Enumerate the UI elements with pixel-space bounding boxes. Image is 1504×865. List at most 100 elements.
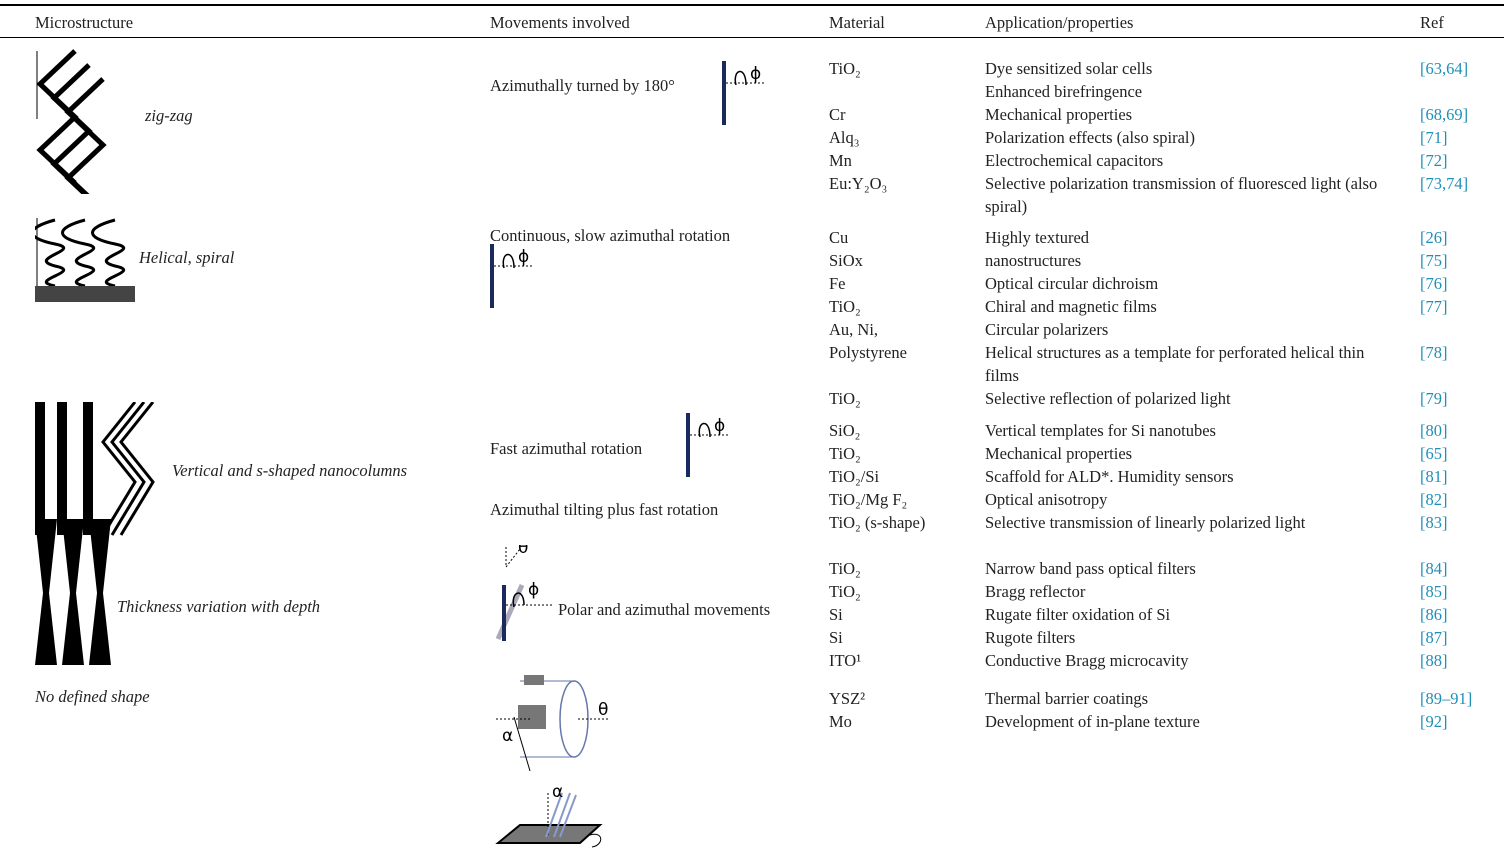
material: SiOx <box>829 251 863 270</box>
table-row: Mo Development of in-plane texture [92] <box>829 710 1499 733</box>
symbol: ϕ <box>714 416 725 436</box>
material: TiO₂ <box>829 389 861 408</box>
material: TiO₂ <box>829 444 861 463</box>
material: SiO₂ <box>829 421 861 440</box>
symbol: θ <box>598 700 608 720</box>
row-group: zig-zag Azimuthally turned by 180° ϕ TiO… <box>0 45 1504 216</box>
ref: [26] <box>1420 228 1448 247</box>
application: Mechanical properties <box>985 444 1133 463</box>
application: Rugate filter oxidation of Si <box>985 605 1171 624</box>
ref: [79] <box>1420 389 1448 408</box>
ref: [73,74] <box>1420 174 1469 193</box>
application: Optical anisotropy <box>985 490 1108 509</box>
microstructure-label: zig-zag <box>145 106 193 125</box>
microstructure-label: Vertical and s-shaped nanocolumns <box>172 461 408 480</box>
table-row: YSZ² Thermal barrier coatings [89–91] <box>829 687 1499 710</box>
material <box>829 80 985 103</box>
material: Au, Ni, <box>829 320 879 339</box>
microstructure: No defined shape <box>35 675 485 865</box>
entries: TiO₂ Dye sensitized solar cells [63,64] Enh… <box>829 57 1499 218</box>
application: Development of in-plane texture <box>985 712 1200 731</box>
movements: θ ϕ Polar and azimuthal movements <box>490 545 820 675</box>
row-group: No defined shape θ α α YSZ² Thermal barrie… <box>0 675 1504 865</box>
table-row: SiO₂ Vertical templates for Si nanotubes [… <box>829 419 1499 442</box>
row-group: Vertical and s-shaped nanocolumns Fast a… <box>0 402 1504 545</box>
table-row: Au, Ni, Circular polarizers <box>829 318 1499 341</box>
material: YSZ² <box>829 689 866 708</box>
microstructure-label: Thickness variation with depth <box>117 597 321 616</box>
ref: [71] <box>1420 128 1448 147</box>
hourglass-image <box>35 519 111 665</box>
application: Electrochemical capacitors <box>985 151 1164 170</box>
table-row: Cu Highly textured [26] <box>829 226 1499 249</box>
table-row: ITO¹ Conductive Bragg microcavity [88] <box>829 649 1499 672</box>
application: Selective polarization transmission of f… <box>985 174 1378 216</box>
movements: Fast azimuthal rotation ϕ Azimuthal tilt… <box>490 407 820 545</box>
ref: [82] <box>1420 490 1448 509</box>
table-row: TiO₂ (s-shape) Selective transmission of … <box>829 511 1499 534</box>
material: TiO₂ (s-shape) <box>829 513 926 532</box>
material: Cu <box>829 228 849 247</box>
ref: [63,64] <box>1420 59 1469 78</box>
ref: [72] <box>1420 151 1448 170</box>
row-group: Thickness variation with depth θ ϕ Polar… <box>0 519 1504 675</box>
application: Dye sensitized solar cells <box>985 59 1153 78</box>
application: Enhanced birefringence <box>985 82 1143 101</box>
header-cell: Application/properties <box>985 13 1134 32</box>
application: Polarization effects (also spiral) <box>985 128 1195 147</box>
ref: [76] <box>1420 274 1448 293</box>
ref: [78] <box>1420 343 1448 362</box>
application: Vertical templates for Si nanotubes <box>985 421 1216 440</box>
symbol: ϕ <box>518 247 529 267</box>
application: Rugote filters <box>985 628 1076 647</box>
application: Narrow band pass optical filters <box>985 559 1196 578</box>
ref: [88] <box>1420 651 1448 670</box>
helix-image <box>35 218 135 302</box>
movements: Continuous, slow azimuthal rotation ϕ <box>490 214 820 407</box>
header-cell: Ref <box>1420 13 1444 32</box>
ref: [81] <box>1420 467 1448 486</box>
material: TiO₂ <box>829 297 861 316</box>
row-group: Helical, spiral Continuous, slow azimuth… <box>0 214 1504 408</box>
movement-text: Fast azimuthal rotation <box>490 439 643 458</box>
symbol: α <box>552 782 563 802</box>
microstructure-label: No defined shape <box>35 687 150 706</box>
material: Alq₃ <box>829 128 860 147</box>
table-row: TiO₂ Bragg reflector [85] <box>829 580 1499 603</box>
material: TiO₂ <box>829 582 861 601</box>
symbol: ϕ <box>528 580 539 600</box>
table-row: TiO₂ Chiral and magnetic films [77] <box>829 295 1499 318</box>
entries: SiO₂ Vertical templates for Si nanotubes [… <box>829 419 1499 534</box>
material: Mn <box>829 151 852 170</box>
material: Fe <box>829 274 846 293</box>
table-row: Enhanced birefringence <box>829 80 1499 103</box>
rotation-icon: ϕ <box>490 244 534 308</box>
ref: [87] <box>1420 628 1448 647</box>
columns-image <box>35 402 155 536</box>
movements: θ α α <box>490 675 820 865</box>
table-row: Eu:Y₂O₃ Selective polarization transmissi… <box>829 172 1499 218</box>
header-cell: Movements involved <box>490 13 630 32</box>
top-rule <box>0 4 1504 6</box>
application: Selective transmission of linearly polar… <box>985 513 1306 532</box>
tilt-icons: θ α α <box>495 675 610 848</box>
ref: [75] <box>1420 251 1448 270</box>
application: Chiral and magnetic films <box>985 297 1157 316</box>
material: TiO₂/Mg F₂ <box>829 490 908 509</box>
application: Circular polarizers <box>985 320 1109 339</box>
rotation-icon: ϕ <box>686 413 730 477</box>
material: Eu:Y₂O₃ <box>829 174 888 193</box>
microstructure: Thickness variation with depth <box>35 519 485 675</box>
table-row: TiO₂ Dye sensitized solar cells [63,64] <box>829 57 1499 80</box>
ref: [89–91] <box>1420 689 1473 708</box>
ref: [86] <box>1420 605 1448 624</box>
ref: [65] <box>1420 444 1448 463</box>
ref: [68,69] <box>1420 105 1469 124</box>
material: TiO₂/Si <box>829 467 880 486</box>
ref: [80] <box>1420 421 1448 440</box>
application: Highly textured <box>985 228 1090 247</box>
table-row: TiO₂/Mg F₂ Optical anisotropy [82] <box>829 488 1499 511</box>
table-row: TiO₂ Narrow band pass optical filters [84] <box>829 557 1499 580</box>
application: Selective reflection of polarized light <box>985 389 1231 408</box>
